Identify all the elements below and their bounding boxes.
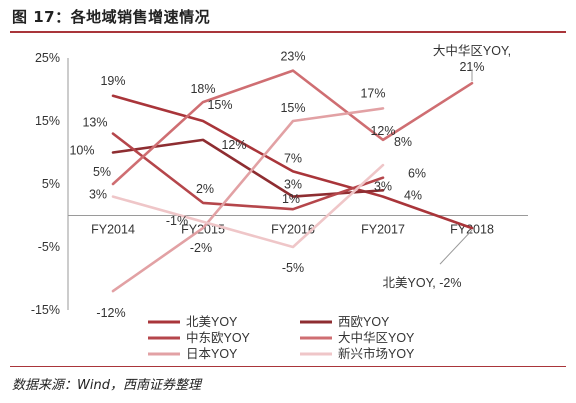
x-tick-label: FY2017 [361, 223, 405, 237]
data-label: 15% [207, 98, 232, 112]
legend-label: 西欧YOY [338, 315, 390, 329]
figure-title: 图 17：各地域销售增速情况 [12, 8, 211, 26]
y-tick-label: 25% [35, 51, 60, 65]
y-tick-label: 15% [35, 114, 60, 128]
data-label: -5% [282, 261, 304, 275]
data-label: 3% [284, 178, 302, 192]
callout-line [439, 229, 473, 265]
data-label: -1% [166, 214, 188, 228]
data-label: 北美YOY, -2% [383, 276, 462, 290]
data-label: 17% [360, 86, 385, 100]
data-label: 23% [280, 50, 305, 64]
data-label: 13% [82, 116, 107, 130]
data-label: 7% [284, 151, 302, 165]
source-note: 数据来源：Wind，西南证券整理 [12, 378, 201, 393]
legend-label: 新兴市场YOY [338, 346, 415, 361]
title-divider [10, 31, 566, 33]
x-tick-label: FY2018 [450, 223, 494, 237]
data-label: -2% [190, 241, 212, 255]
footer-divider [10, 366, 566, 367]
series-line [111, 163, 385, 249]
series-line [111, 107, 385, 293]
data-label: 10% [69, 144, 94, 158]
data-label: 12% [221, 138, 246, 152]
legend: 北美YOY 西欧YOY 中东欧YOY 大中华区YOY 日本YOY 新兴市场YOY [148, 315, 415, 361]
data-label: 6% [408, 167, 426, 181]
data-label: 15% [280, 101, 305, 115]
y-tick-label: 5% [42, 177, 60, 191]
x-tick-label: FY2014 [91, 223, 135, 237]
data-label: 18% [190, 82, 215, 96]
y-axis: -15% -5% 5% 15% 25% [31, 51, 69, 317]
data-label: 3% [374, 180, 392, 194]
legend-label: 大中华区YOY [338, 330, 415, 345]
data-labels: 19% 15% 7% 3% 北美YOY, -2% 10% 12% 3% 4% 13% 2% 1% 6% 5… [69, 43, 511, 320]
data-label: -12% [96, 306, 125, 320]
series-line [111, 132, 385, 211]
series-line [111, 69, 474, 186]
data-label: 4% [404, 188, 422, 202]
data-label: 19% [100, 74, 125, 88]
legend-label: 中东欧YOY [186, 330, 251, 345]
legend-label: 日本YOY [186, 347, 238, 361]
series-line [111, 94, 474, 230]
data-label: 2% [196, 182, 214, 196]
x-axis: FY2014 FY2015 FY2016 FY2017 FY2018 [68, 215, 528, 237]
data-label: 12% [370, 124, 395, 138]
y-tick-label: -5% [38, 240, 60, 254]
x-tick-label: FY2016 [271, 223, 315, 237]
y-tick-label: -15% [31, 303, 60, 317]
data-label: 1% [282, 192, 300, 206]
data-label: 8% [394, 135, 412, 149]
series-lines [111, 69, 474, 293]
data-label: 大中华区YOY, 21% [433, 43, 511, 74]
legend-label: 北美YOY [186, 315, 238, 329]
data-label: 5% [93, 165, 111, 179]
data-label: 3% [89, 188, 107, 202]
